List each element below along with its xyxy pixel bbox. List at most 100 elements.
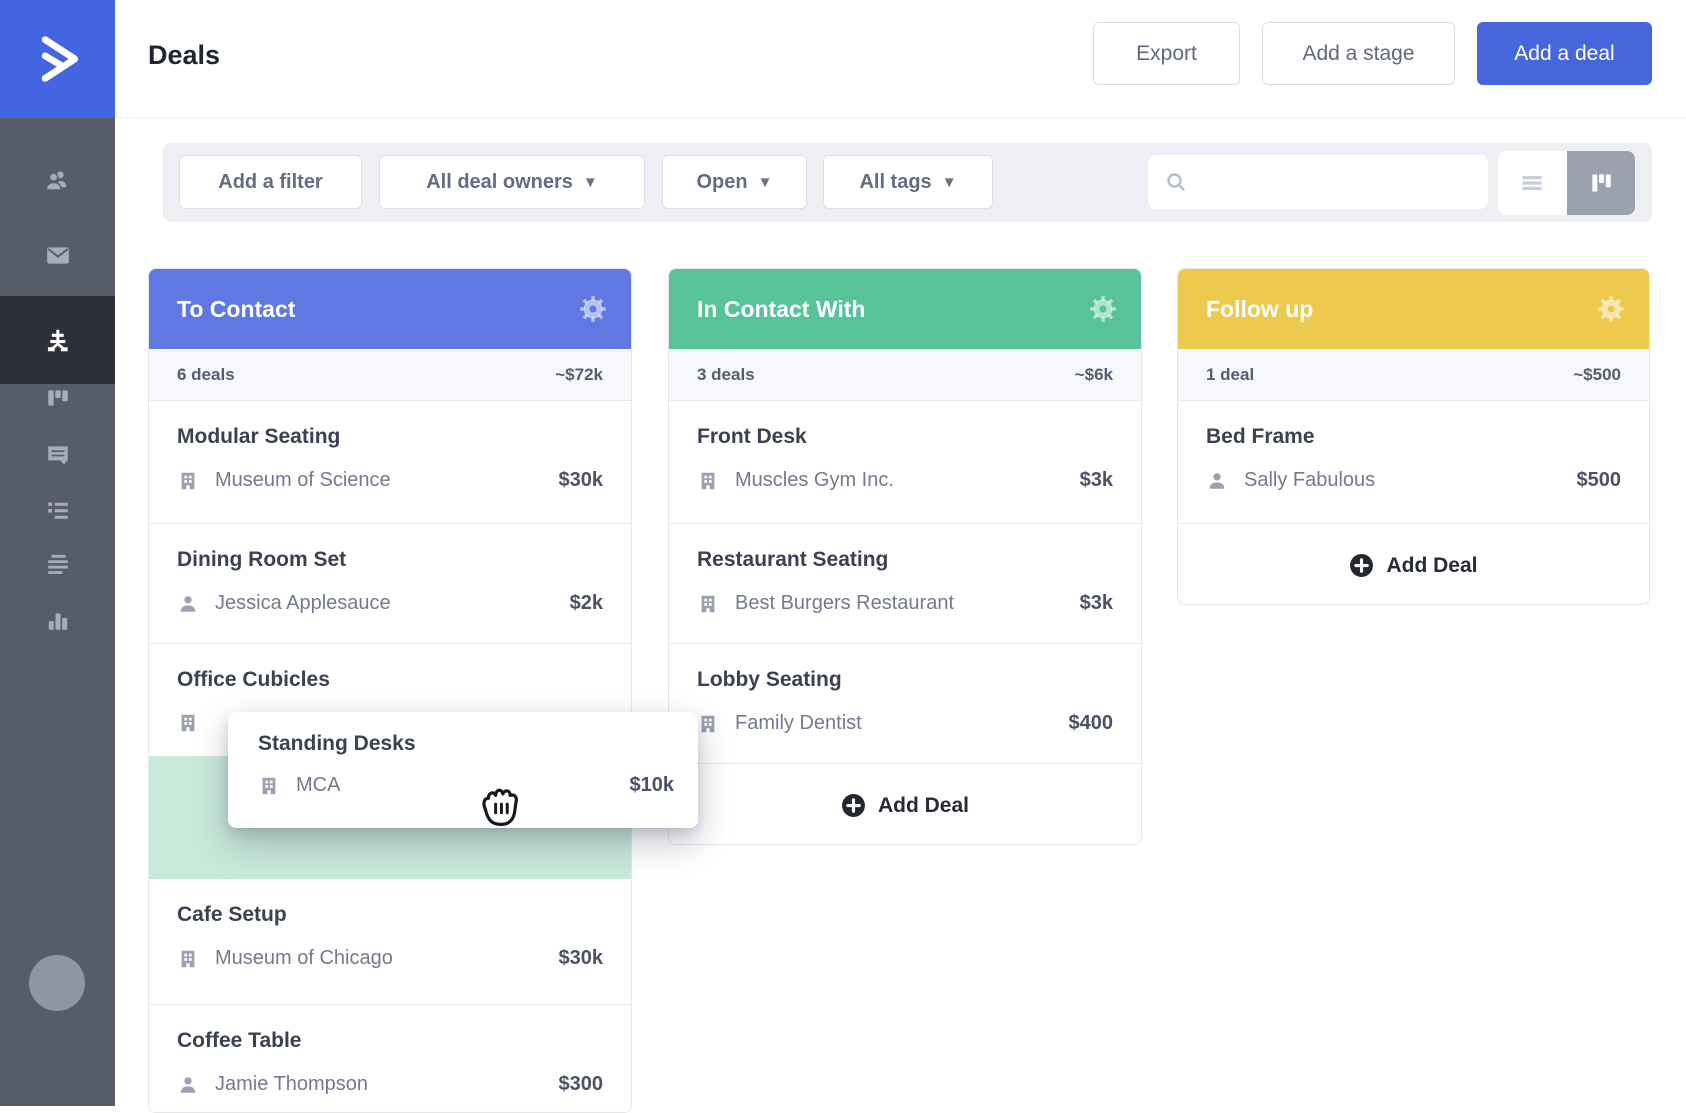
add-deal-button[interactable]: Add a deal (1477, 22, 1652, 85)
stage-column-to-contact: To Contact 6 deals ~$72k Modular Seating… (148, 268, 632, 1113)
view-toggle[interactable] (1498, 151, 1635, 215)
main-content: Deals Export Add a stage Add a deal Add … (115, 0, 1686, 1113)
kanban-view-icon (1588, 170, 1614, 196)
deal-card[interactable]: Bed Frame Sally Fabulous $500 (1178, 401, 1649, 523)
stage-settings-gear-icon[interactable] (579, 295, 607, 323)
deal-title: Dining Room Set (177, 548, 347, 571)
deal-contact: Jamie Thompson (215, 1073, 369, 1095)
contact-icon (177, 1074, 199, 1096)
deal-contact: Sally Fabulous (1244, 469, 1376, 491)
stage-deal-total: ~$6k (1074, 364, 1113, 384)
stage-settings-gear-icon[interactable] (1597, 295, 1625, 323)
organization-icon (258, 775, 280, 797)
user-avatar[interactable] (29, 955, 85, 1011)
add-deal-inline-button[interactable]: Add Deal (669, 763, 1141, 845)
deal-title: Modular Seating (177, 425, 341, 448)
deal-card[interactable]: Dining Room Set Jessica Applesauce $2k (149, 523, 631, 643)
add-filter-button[interactable]: Add a filter (179, 155, 362, 209)
deal-org: Museum of Science (215, 469, 391, 491)
stage-title: In Contact With (697, 295, 866, 322)
deal-value: $3k (1079, 592, 1113, 614)
deal-owners-label: All deal owners (426, 170, 573, 193)
stage-deal-count: 1 deal (1206, 364, 1255, 384)
stage-deal-count: 3 deals (697, 364, 755, 384)
stage-settings-gear-icon[interactable] (1089, 295, 1117, 323)
deal-contact: Jessica Applesauce (215, 592, 391, 614)
export-button[interactable]: Export (1093, 22, 1240, 85)
list-view-button[interactable] (1498, 151, 1567, 215)
deal-title: Front Desk (697, 425, 807, 448)
stage-header[interactable]: Follow up (1178, 269, 1649, 349)
sidebar-item-campaigns[interactable] (0, 223, 115, 287)
stage-deal-total: ~$72k (555, 364, 603, 384)
deal-title: Lobby Seating (697, 668, 842, 691)
plus-circle-icon (1349, 553, 1374, 578)
stage-header[interactable]: To Contact (149, 269, 631, 349)
activecampaign-logo[interactable] (0, 0, 115, 118)
deal-owners-dropdown[interactable]: All deal owners ▼ (379, 155, 645, 209)
sidebar-item-contacts[interactable] (0, 148, 115, 212)
conversations-chat-icon (45, 442, 71, 468)
campaigns-envelope-icon (45, 242, 71, 268)
deal-title: Cafe Setup (177, 903, 287, 926)
deal-card[interactable]: Coffee Table Jamie Thompson $300 (149, 1004, 631, 1112)
chevron-down-icon: ▼ (757, 173, 773, 191)
deal-value: $30k (558, 947, 604, 969)
search-box[interactable] (1148, 155, 1488, 209)
deal-card[interactable]: Lobby Seating Family Dentist $400 (669, 643, 1141, 763)
stage-header[interactable]: In Contact With (669, 269, 1141, 349)
deal-card[interactable]: Restaurant Seating Best Burgers Restaura… (669, 523, 1141, 643)
tags-label: All tags (859, 170, 932, 193)
add-deal-inline-label: Add Deal (877, 793, 969, 817)
deal-card[interactable]: Front Desk Muscles Gym Inc. $3k (669, 401, 1141, 523)
deals-pipeline-icon (44, 327, 71, 354)
kanban-view-button[interactable] (1566, 151, 1635, 215)
sidebar-item-board[interactable] (0, 366, 115, 430)
status-label: Open (696, 170, 748, 193)
kanban-board-icon (45, 385, 71, 411)
deal-card[interactable]: Cafe Setup Museum of Chicago $30k (149, 879, 631, 1004)
plus-circle-icon (841, 793, 866, 818)
deal-value: $10k (629, 774, 675, 796)
add-deal-button-label: Add a deal (1514, 41, 1615, 65)
deal-title: Bed Frame (1206, 425, 1315, 448)
stage-title: Follow up (1206, 295, 1314, 322)
contact-icon (1206, 470, 1228, 492)
dragged-deal-card[interactable]: Standing Desks MCA $10k (228, 712, 698, 828)
sidebar-item-reports[interactable] (0, 588, 115, 652)
list-view-icon (1519, 170, 1545, 196)
contacts-icon (44, 167, 71, 194)
deal-value: $30k (558, 469, 604, 491)
stage-deal-total: ~$500 (1573, 364, 1621, 384)
deal-org: Family Dentist (735, 712, 862, 734)
deal-org: Muscles Gym Inc. (735, 469, 894, 491)
add-deal-inline-button[interactable]: Add Deal (1178, 523, 1649, 605)
deal-value: $3k (1079, 469, 1113, 491)
stage-stats: 1 deal ~$500 (1178, 349, 1649, 401)
page-title: Deals (148, 40, 221, 70)
deal-title: Restaurant Seating (697, 548, 889, 571)
add-stage-button-label: Add a stage (1302, 41, 1415, 65)
contact-icon (177, 593, 199, 615)
organization-icon (697, 470, 719, 492)
organization-icon (177, 948, 199, 970)
stage-stats: 6 deals ~$72k (149, 349, 631, 401)
deal-card[interactable]: Modular Seating Museum of Science $30k (149, 401, 631, 523)
deal-value: $500 (1576, 469, 1622, 491)
stage-deal-count: 6 deals (177, 364, 235, 384)
stage-column-in-contact-with: In Contact With 3 deals ~$6k Front Desk … (668, 268, 1142, 845)
stage-column-follow-up: Follow up 1 deal ~$500 Bed Frame Sally F… (1177, 268, 1650, 605)
chevron-down-icon: ▼ (582, 173, 598, 191)
add-deal-inline-label: Add Deal (1386, 553, 1478, 577)
stage-title: To Contact (177, 295, 296, 322)
status-dropdown[interactable]: Open ▼ (662, 155, 807, 209)
deal-org: Best Burgers Restaurant (735, 592, 954, 614)
add-stage-button[interactable]: Add a stage (1262, 22, 1455, 85)
deal-value: $400 (1068, 712, 1114, 734)
activecampaign-chevron-icon (27, 28, 89, 90)
tags-dropdown[interactable]: All tags ▼ (823, 155, 993, 209)
search-input[interactable] (1198, 170, 1472, 194)
add-filter-label: Add a filter (218, 170, 323, 193)
sidebar-item-forms[interactable] (0, 531, 115, 595)
sidebar-item-deals[interactable] (0, 296, 115, 384)
